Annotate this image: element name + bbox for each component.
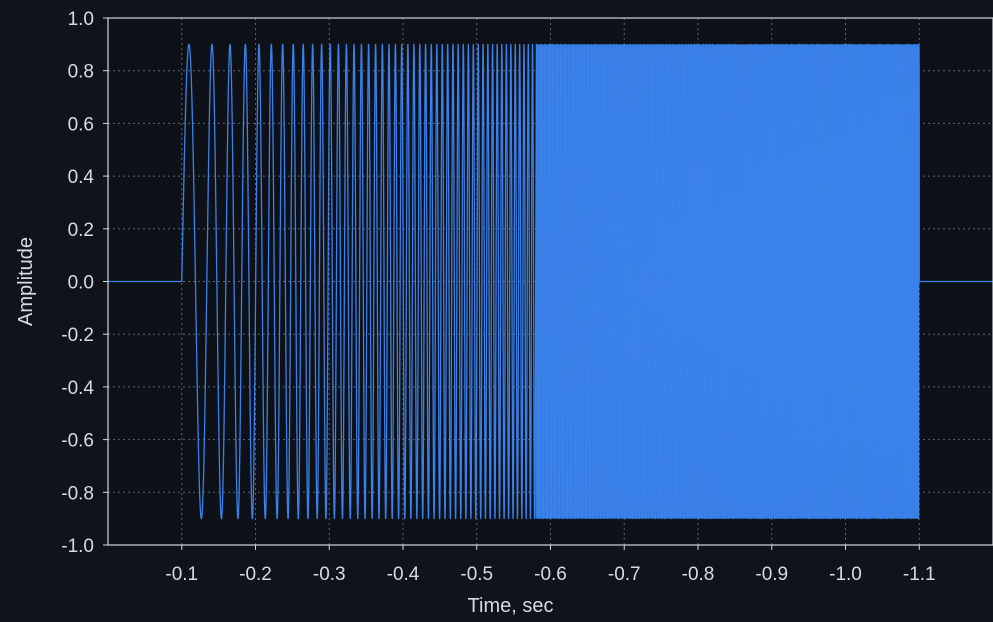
y-tick-label: -0.8 [61,483,94,504]
x-tick-label: -0.1 [165,564,198,585]
signal-dense-envelope [535,44,920,519]
y-tick-labels: 1.0 0.8 0.6 0.4 0.2 0.0 -0.2 -0.4 -0.6 -0.8 -1.0 [61,9,94,557]
y-tick-label: 0.2 [68,220,94,241]
x-axis-label: Time, sec [468,595,554,617]
x-tick-label: -0.7 [608,564,641,585]
y-tick-label: -1.0 [61,536,94,557]
y-axis-label: Amplitude [15,237,37,326]
x-tick-label: -1.1 [903,564,936,585]
x-tick-label: -1.0 [829,564,862,585]
y-tick-label: 1.0 [68,9,94,30]
plot-frame [107,17,993,546]
x-tick-label: -0.9 [755,564,788,585]
y-tick-label: 0.4 [68,167,95,188]
y-tick-label: -0.2 [61,325,94,346]
x-tick-label: -0.3 [313,564,346,585]
x-tick-label: -0.8 [682,564,715,585]
y-tick-label: 0.8 [68,62,94,83]
x-tick-label: -0.6 [534,564,567,585]
x-tick-label: -0.4 [387,564,420,585]
signal-series [108,43,993,520]
y-tick-label: -0.4 [61,378,94,399]
x-tick-label: -0.2 [239,564,272,585]
y-tick-label: 0.0 [68,273,94,294]
y-tick-label: -0.6 [61,431,94,452]
grid-lines [103,17,993,550]
y-tick-label: 0.6 [68,114,94,135]
x-tick-labels: -0.1 -0.2 -0.3 -0.4 -0.5 -0.6 -0.7 -0.8 -0.9 -1.0… [165,564,935,585]
x-tick-label: -0.5 [460,564,493,585]
